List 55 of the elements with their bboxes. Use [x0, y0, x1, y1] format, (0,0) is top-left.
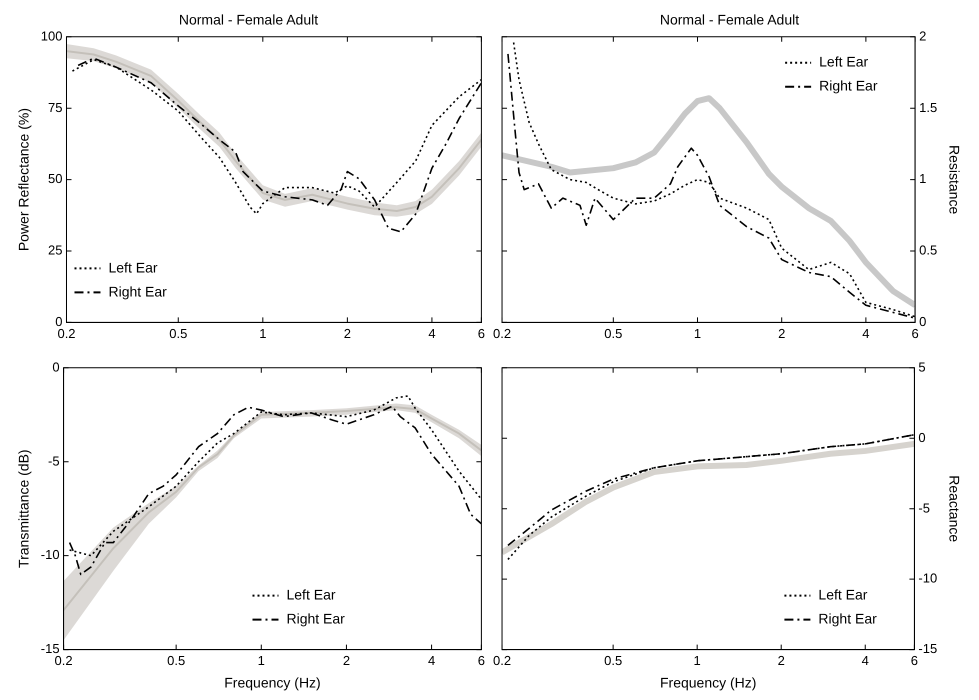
x-tick-label: 1: [694, 326, 702, 341]
legend-label: Left Ear: [819, 54, 868, 70]
legend-label: Right Ear: [108, 283, 168, 300]
x-tick-label: 2: [342, 652, 350, 668]
y-tick-label: -10: [40, 547, 60, 562]
legend-label: Right Ear: [819, 78, 878, 94]
x-tick-label: 1: [259, 326, 266, 341]
x-tick-label: 2: [778, 652, 785, 668]
y2-tick-label: 0: [919, 314, 926, 329]
x-tick-label: 4: [862, 652, 869, 668]
x-tick-label: 2: [778, 326, 786, 341]
legend-label: Right Ear: [286, 610, 346, 626]
y2-axis-title: Reactance: [946, 475, 963, 542]
x-tick-label: 6: [478, 652, 485, 668]
x-tick-label: 0.2: [492, 652, 512, 668]
y-tick-label: 50: [48, 171, 62, 186]
x-tick-label: 6: [910, 652, 918, 668]
y-tick-label: 25: [48, 242, 62, 258]
y2-tick-label: 5: [918, 359, 926, 374]
x-tick-label: 0.5: [604, 326, 622, 341]
x-tick-label: 4: [428, 652, 436, 668]
x-tick-label: 2: [344, 326, 351, 341]
legend-label: Right Ear: [818, 610, 878, 626]
legend-label: Left Ear: [286, 586, 336, 602]
y-tick-label: 0: [52, 359, 60, 374]
y2-tick-label: -15: [918, 641, 938, 656]
x-axis-title: Frequency (Hz): [660, 674, 756, 690]
y2-axis-title: Resistance: [946, 144, 963, 214]
y-axis-title: Power Reflectance (%): [15, 108, 32, 252]
y2-tick-label: 0.5: [919, 242, 938, 258]
chart-title: Normal - Female Adult: [660, 11, 800, 28]
y2-tick-label: -10: [918, 570, 938, 586]
legend-label: Left Ear: [108, 259, 158, 276]
y-tick-label: 100: [40, 28, 62, 44]
x-tick-label: 0.5: [167, 652, 186, 668]
y-tick-label: -5: [48, 453, 60, 468]
x-tick-label: 0.5: [604, 652, 622, 668]
y-axis-title: Transmittance (dB): [15, 449, 32, 568]
y2-tick-label: 1: [919, 171, 926, 186]
legend-label: Left Ear: [818, 586, 868, 602]
y-tick-label: 75: [48, 100, 62, 115]
y2-tick-label: 0: [918, 430, 926, 445]
x-axis-title: Frequency (Hz): [224, 674, 321, 690]
chart-title: Normal - Female Adult: [178, 11, 318, 28]
x-tick-label: 1: [694, 652, 701, 668]
y2-tick-label: -5: [918, 500, 930, 516]
x-tick-label: 6: [912, 326, 919, 341]
x-tick-label: 1: [258, 652, 265, 668]
x-tick-label: 6: [478, 326, 485, 341]
x-tick-label: 0.2: [492, 326, 512, 341]
x-tick-label: 4: [862, 326, 870, 341]
x-tick-label: 0.5: [169, 326, 188, 341]
x-tick-label: 4: [428, 326, 436, 341]
y2-tick-label: 1.5: [919, 100, 938, 115]
y2-tick-label: 2: [919, 28, 926, 44]
